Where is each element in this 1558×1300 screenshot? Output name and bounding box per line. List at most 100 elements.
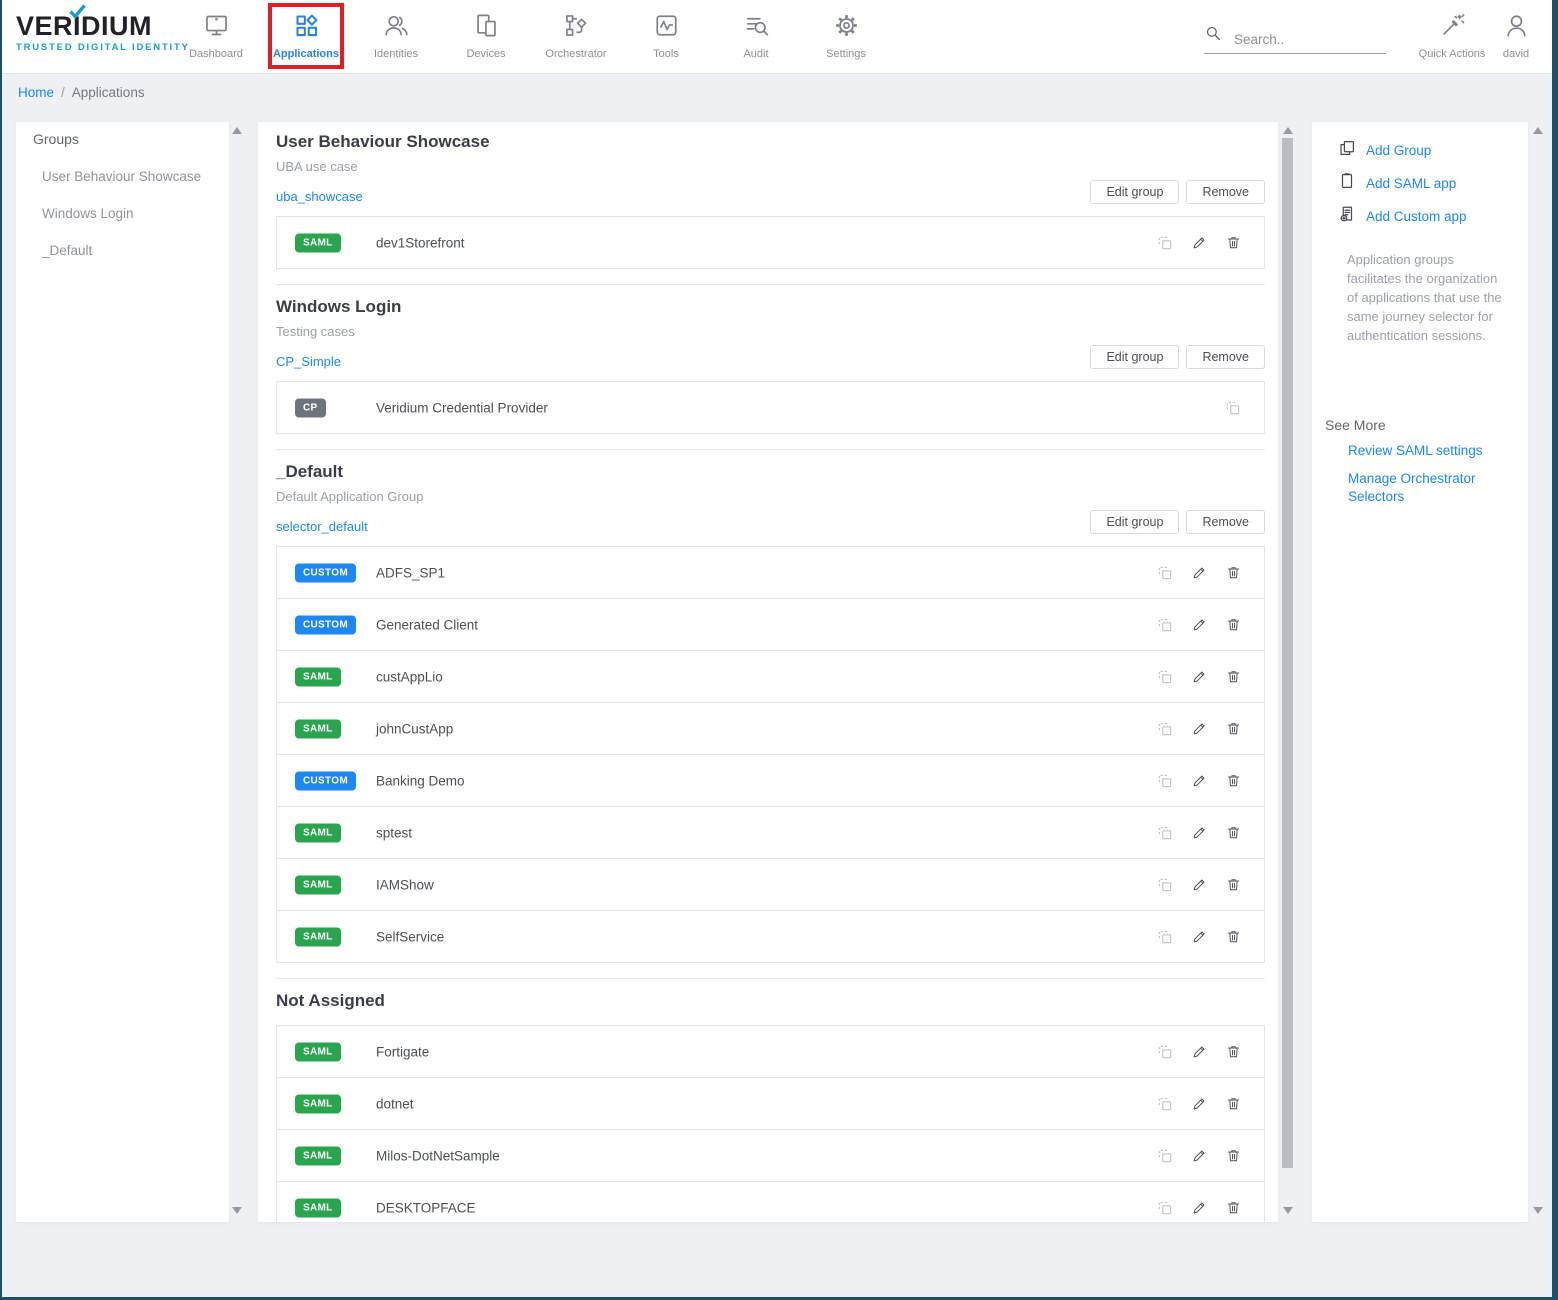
duplicate-icon[interactable] — [1156, 234, 1174, 252]
add-saml-app-button[interactable]: Add SAML app — [1338, 172, 1528, 193]
delete-trash-icon[interactable] — [1224, 928, 1242, 946]
delete-trash-icon[interactable] — [1224, 1043, 1242, 1061]
duplicate-icon[interactable] — [1156, 616, 1174, 634]
sidebar-item-user-behaviour-showcase[interactable]: User Behaviour Showcase — [42, 169, 202, 184]
scroll-down-arrow-icon[interactable] — [232, 1207, 242, 1214]
sidebar-item-windows-login[interactable]: Windows Login — [42, 206, 134, 221]
delete-trash-icon[interactable] — [1224, 234, 1242, 252]
nav-item-devices[interactable]: Devices — [441, 8, 531, 66]
edit-pencil-icon[interactable] — [1190, 824, 1208, 842]
app-type-badge: SAML — [295, 927, 341, 946]
group-selector-link[interactable]: CP_Simple — [276, 354, 342, 369]
edit-pencil-icon[interactable] — [1190, 616, 1208, 634]
duplicate-icon[interactable] — [1156, 668, 1174, 686]
review-saml-settings-link[interactable]: Review SAML settings — [1348, 443, 1483, 458]
nav-item-tools[interactable]: Tools — [621, 8, 711, 66]
scroll-down-arrow-icon[interactable] — [1283, 1207, 1293, 1214]
edit-group-button[interactable]: Edit group — [1090, 345, 1180, 369]
scrollbar-thumb[interactable] — [1282, 138, 1293, 1168]
group-selector-link[interactable]: selector_default — [276, 519, 368, 534]
duplicate-icon[interactable] — [1156, 1043, 1174, 1061]
nav-item-orchestrator[interactable]: Orchestrator — [531, 8, 621, 66]
scroll-up-arrow-icon[interactable] — [232, 127, 242, 134]
app-row: SAML dev1Storefront — [276, 216, 1265, 269]
duplicate-icon[interactable] — [1156, 564, 1174, 582]
nav-label: Settings — [826, 48, 866, 60]
duplicate-icon[interactable] — [1156, 1147, 1174, 1165]
edit-pencil-icon[interactable] — [1190, 772, 1208, 790]
duplicate-icon[interactable] — [1156, 772, 1174, 790]
edit-pencil-icon[interactable] — [1190, 928, 1208, 946]
app-type-badge: SAML — [295, 719, 341, 738]
group-section: User Behaviour Showcase UBA use case uba_s… — [276, 132, 1265, 269]
scroll-up-arrow-icon[interactable] — [1533, 127, 1543, 134]
edit-pencil-icon[interactable] — [1190, 668, 1208, 686]
nav-item-dashboard[interactable]: Dashboard — [171, 8, 261, 66]
add-group-icon — [1338, 139, 1356, 162]
nav-item-identities[interactable]: Identities — [351, 8, 441, 66]
devices-icon — [473, 10, 500, 40]
app-type-badge: CUSTOM — [295, 563, 356, 582]
app-row: SAML DESKTOPFACE — [276, 1181, 1265, 1222]
group-buttons: Edit group Remove — [1090, 510, 1265, 534]
top-navbar: VERIDIUM TRUSTED DIGITAL IDENTITY Dashbo… — [0, 0, 1558, 74]
duplicate-icon[interactable] — [1156, 928, 1174, 946]
app-row: CUSTOM ADFS_SP1 — [276, 546, 1265, 599]
duplicate-icon[interactable] — [1156, 1199, 1174, 1217]
right-scrollbar[interactable] — [1531, 122, 1545, 1222]
nav-item-settings[interactable]: Settings — [801, 8, 891, 66]
group-section: _Default Default Application Group selecto… — [276, 462, 1265, 963]
main-scrollbar[interactable] — [1281, 122, 1295, 1222]
delete-trash-icon[interactable] — [1224, 876, 1242, 894]
remove-group-button[interactable]: Remove — [1186, 345, 1265, 369]
edit-group-button[interactable]: Edit group — [1090, 180, 1180, 204]
duplicate-icon[interactable] — [1156, 876, 1174, 894]
scroll-down-arrow-icon[interactable] — [1533, 1207, 1543, 1214]
duplicate-icon[interactable] — [1156, 824, 1174, 842]
edit-pencil-icon[interactable] — [1190, 234, 1208, 252]
delete-trash-icon[interactable] — [1224, 616, 1242, 634]
edit-pencil-icon[interactable] — [1190, 1147, 1208, 1165]
remove-group-button[interactable]: Remove — [1186, 510, 1265, 534]
group-selector-link[interactable]: uba_showcase — [276, 189, 363, 204]
edit-pencil-icon[interactable] — [1190, 1043, 1208, 1061]
duplicate-icon[interactable] — [1224, 399, 1242, 417]
duplicate-icon[interactable] — [1156, 1095, 1174, 1113]
quick-actions-button[interactable]: Quick Actions — [1414, 8, 1490, 60]
quick-actions-label: Quick Actions — [1418, 48, 1486, 60]
edit-pencil-icon[interactable] — [1190, 1199, 1208, 1217]
app-type-badge: SAML — [295, 875, 341, 894]
app-rows: CP Veridium Credential Provider — [276, 381, 1265, 434]
edit-pencil-icon[interactable] — [1190, 720, 1208, 738]
edit-group-button[interactable]: Edit group — [1090, 510, 1180, 534]
sidebar-item-default[interactable]: _Default — [42, 243, 93, 258]
applications-main-panel: User Behaviour Showcase UBA use case uba_s… — [258, 122, 1278, 1222]
edit-pencil-icon[interactable] — [1190, 564, 1208, 582]
nav-item-audit[interactable]: Audit — [711, 8, 801, 66]
delete-trash-icon[interactable] — [1224, 564, 1242, 582]
group-title: Not Assigned — [276, 991, 385, 1010]
delete-trash-icon[interactable] — [1224, 1095, 1242, 1113]
delete-trash-icon[interactable] — [1224, 1147, 1242, 1165]
audit-icon — [743, 10, 770, 40]
duplicate-icon[interactable] — [1156, 720, 1174, 738]
search-input[interactable] — [1234, 32, 1380, 47]
manage-orchestrator-selectors-link[interactable]: Manage Orchestrator Selectors — [1348, 471, 1476, 504]
delete-trash-icon[interactable] — [1224, 772, 1242, 790]
edit-pencil-icon[interactable] — [1190, 876, 1208, 894]
user-menu[interactable]: david — [1490, 8, 1542, 60]
delete-trash-icon[interactable] — [1224, 824, 1242, 842]
add-custom-app-button[interactable]: Add Custom app — [1338, 206, 1528, 226]
add-group-button[interactable]: Add Group — [1338, 140, 1528, 160]
delete-trash-icon[interactable] — [1224, 668, 1242, 686]
nav-label: Dashboard — [189, 48, 243, 60]
nav-item-applications[interactable]: Applications — [261, 3, 351, 69]
delete-trash-icon[interactable] — [1224, 1199, 1242, 1217]
edit-pencil-icon[interactable] — [1190, 1095, 1208, 1113]
delete-trash-icon[interactable] — [1224, 720, 1242, 738]
left-scrollbar[interactable] — [230, 122, 244, 1222]
scroll-up-arrow-icon[interactable] — [1283, 127, 1293, 134]
remove-group-button[interactable]: Remove — [1186, 180, 1265, 204]
breadcrumb-home-link[interactable]: Home — [18, 85, 55, 100]
add-custom-app-label: Add Custom app — [1366, 208, 1467, 224]
